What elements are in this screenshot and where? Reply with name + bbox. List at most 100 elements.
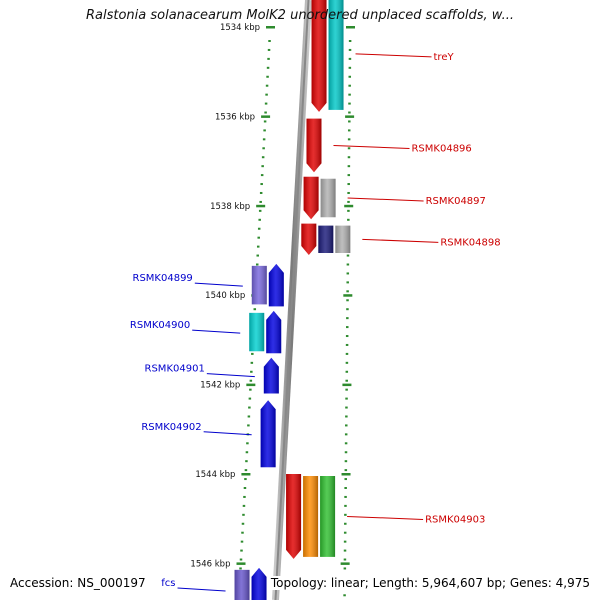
- gene-shading: [260, 400, 276, 468]
- ruler-major-tick: [236, 562, 246, 565]
- ruler-minor-tick: [343, 567, 347, 570]
- gene-label[interactable]: RSMK04897: [426, 196, 486, 207]
- gene-label[interactable]: RSMK04903: [425, 514, 485, 525]
- ruler-minor-tick: [344, 495, 347, 498]
- gene-shading: [318, 225, 334, 253]
- gene-label[interactable]: RSMK04898: [440, 237, 500, 248]
- gene-label[interactable]: RSMK04901: [145, 364, 205, 375]
- ruler-minor-tick: [346, 263, 350, 266]
- gene-rsmk04899[interactable]: [251, 263, 284, 307]
- ruler-minor-tick: [266, 66, 270, 69]
- gene-shading: [303, 476, 319, 557]
- ruler-tick-label: 1536 kbp: [215, 112, 255, 122]
- ruler-minor-tick: [243, 487, 247, 489]
- ruler-tick-label: 1538 kbp: [210, 202, 250, 212]
- ruler-minor-tick: [344, 433, 348, 436]
- gene-fcs[interactable]: [234, 567, 267, 600]
- ruler-minor-tick: [346, 254, 350, 257]
- ruler-minor-tick: [348, 40, 352, 42]
- ruler-minor-tick: [347, 209, 350, 212]
- sequence-backbone: [271, 0, 312, 600]
- gene-label[interactable]: RSMK04900: [130, 320, 190, 331]
- ruler-minor-tick: [257, 236, 260, 239]
- ruler-minor-tick: [345, 352, 349, 355]
- gene-label-leader: [206, 373, 255, 378]
- ruler-minor-tick: [344, 504, 347, 507]
- ruler-minor-tick: [344, 451, 348, 454]
- gene-label[interactable]: RSMK04899: [133, 273, 193, 284]
- ruler-minor-tick: [262, 138, 266, 141]
- gene-labels: treY RSMK04896 RSMK04897 RSMK04898 RSMK04903…: [130, 52, 501, 592]
- ruler-tick-label: 1542 kbp: [200, 381, 240, 391]
- ruler-minor-tick: [347, 191, 350, 194]
- ruler-major-tick: [241, 473, 251, 476]
- gene-rsmk04901[interactable]: [263, 357, 279, 394]
- ruler-minor-tick: [246, 442, 249, 445]
- gene-label-leader: [347, 515, 424, 520]
- gene-tracks: [234, 0, 351, 600]
- ruler-minor-tick: [343, 549, 347, 552]
- ruler-minor-tick: [344, 487, 347, 489]
- gene-label[interactable]: RSMK04902: [141, 422, 201, 433]
- gene-label-leader: [362, 238, 439, 243]
- ruler-minor-tick: [347, 129, 351, 132]
- gene-label[interactable]: RSMK04896: [411, 143, 471, 154]
- gene-shading: [328, 0, 344, 110]
- ruler-major-tick: [256, 204, 266, 208]
- gene-rsmk04903[interactable]: [286, 474, 336, 559]
- ruler-minor-tick: [348, 102, 351, 105]
- ruler-minor-tick: [344, 469, 348, 472]
- gene-label-leader: [333, 144, 410, 149]
- ruler-minor-tick: [261, 156, 265, 159]
- gene-rsmk04897[interactable]: [303, 176, 336, 220]
- ruler-minor-tick: [344, 442, 348, 445]
- ruler-major-tick: [246, 383, 256, 387]
- gene-shading: [251, 265, 267, 305]
- ruler-minor-tick: [249, 388, 252, 391]
- gene-label[interactable]: treY: [434, 52, 455, 63]
- ruler-minor-tick: [256, 254, 259, 257]
- ruler-minor-tick: [348, 75, 352, 78]
- gene-label-leader: [347, 197, 424, 202]
- gene-rsmk04902[interactable]: [260, 400, 276, 468]
- ruler-minor-tick: [347, 138, 351, 141]
- gene-rsmk04898[interactable]: [301, 223, 351, 255]
- ruler-minor-tick: [345, 397, 348, 400]
- ruler-minor-tick: [345, 361, 349, 364]
- gene-trey[interactable]: [311, 0, 344, 112]
- gene-shading: [306, 118, 322, 173]
- gene-rsmk04900[interactable]: [249, 310, 282, 354]
- ruler-minor-tick: [267, 57, 270, 60]
- ruler-minor-tick: [343, 531, 347, 534]
- ruler-minor-tick: [261, 165, 264, 168]
- ruler-minor-tick: [345, 406, 348, 409]
- gene-label-leader: [194, 282, 243, 287]
- ruler-minor-tick: [243, 495, 246, 498]
- ruler-minor-tick: [248, 406, 251, 409]
- ruler-minor-tick: [244, 469, 248, 472]
- genome-summary: Topology: linear; Length: 5,964,607 bp; …: [268, 576, 592, 590]
- ruler-minor-tick: [260, 183, 263, 186]
- ruler-minor-tick: [348, 111, 351, 114]
- ruler-tick-label: 1544 kbp: [195, 470, 235, 480]
- ruler-minor-tick: [240, 540, 244, 543]
- ruler-minor-tick: [255, 263, 259, 266]
- gene-rsmk04896[interactable]: [306, 118, 322, 173]
- ruler-tick-label: 1540 kbp: [205, 291, 245, 301]
- gene-label-leader: [177, 587, 226, 592]
- ruler-minor-tick: [245, 460, 248, 463]
- ruler-minor-tick: [346, 326, 349, 329]
- gene-shading: [320, 178, 336, 218]
- ruler-minor-tick: [265, 84, 269, 87]
- ruler-major-tick: [344, 204, 354, 208]
- ruler-minor-tick: [242, 513, 245, 516]
- ruler-minor-tick: [253, 308, 257, 311]
- accession-text: Accession: NS_000197: [8, 576, 148, 590]
- ruler-minor-tick: [346, 290, 349, 293]
- ruler-minor-tick: [347, 156, 351, 159]
- ruler-minor-tick: [239, 558, 243, 561]
- ruler-minor-tick: [251, 352, 254, 355]
- ruler-minor-tick: [347, 218, 350, 221]
- gene-label[interactable]: fcs: [161, 578, 175, 589]
